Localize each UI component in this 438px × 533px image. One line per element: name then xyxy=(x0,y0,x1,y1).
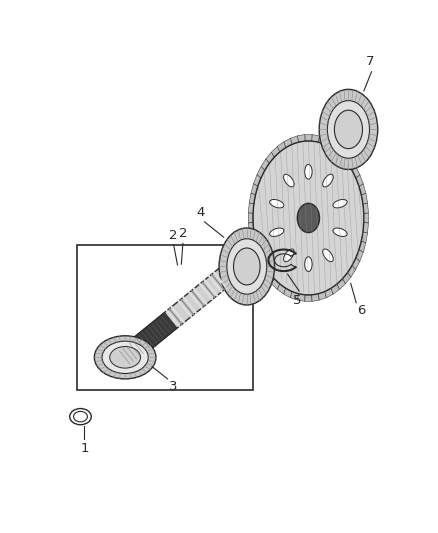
Polygon shape xyxy=(364,213,368,223)
Ellipse shape xyxy=(333,228,347,237)
Ellipse shape xyxy=(323,174,333,187)
Polygon shape xyxy=(337,147,346,157)
Polygon shape xyxy=(251,184,258,195)
Text: 2: 2 xyxy=(170,229,178,242)
Ellipse shape xyxy=(233,248,260,285)
Text: 5: 5 xyxy=(293,294,302,307)
Polygon shape xyxy=(115,312,177,368)
Polygon shape xyxy=(284,138,292,148)
Polygon shape xyxy=(343,152,351,164)
Text: 6: 6 xyxy=(357,304,365,317)
Polygon shape xyxy=(271,279,280,289)
Ellipse shape xyxy=(323,249,333,262)
Ellipse shape xyxy=(283,249,294,262)
Polygon shape xyxy=(249,232,255,243)
Polygon shape xyxy=(312,294,319,301)
Ellipse shape xyxy=(334,110,363,149)
Ellipse shape xyxy=(219,228,275,305)
Polygon shape xyxy=(115,257,245,368)
Ellipse shape xyxy=(327,101,370,158)
Polygon shape xyxy=(248,213,253,223)
Polygon shape xyxy=(305,295,312,301)
Circle shape xyxy=(119,358,124,363)
Polygon shape xyxy=(257,166,265,178)
Polygon shape xyxy=(290,136,298,144)
Ellipse shape xyxy=(333,199,347,208)
Polygon shape xyxy=(352,166,360,178)
Ellipse shape xyxy=(236,255,243,275)
Text: 3: 3 xyxy=(169,381,177,393)
Polygon shape xyxy=(266,152,274,164)
Polygon shape xyxy=(277,142,286,152)
Polygon shape xyxy=(331,284,339,294)
Polygon shape xyxy=(312,134,319,142)
Polygon shape xyxy=(348,159,356,171)
Polygon shape xyxy=(363,203,368,213)
Polygon shape xyxy=(359,184,366,195)
Polygon shape xyxy=(251,241,258,252)
Ellipse shape xyxy=(227,239,267,294)
Ellipse shape xyxy=(110,346,141,368)
Ellipse shape xyxy=(94,336,156,379)
Polygon shape xyxy=(297,294,305,301)
Ellipse shape xyxy=(270,228,284,237)
Polygon shape xyxy=(261,265,269,277)
Ellipse shape xyxy=(270,199,284,208)
Polygon shape xyxy=(318,136,326,144)
Ellipse shape xyxy=(102,341,148,374)
Polygon shape xyxy=(248,203,254,213)
Polygon shape xyxy=(254,175,261,187)
Polygon shape xyxy=(257,258,265,270)
Polygon shape xyxy=(361,193,367,204)
Polygon shape xyxy=(325,288,333,298)
Polygon shape xyxy=(305,134,312,141)
Polygon shape xyxy=(363,223,368,233)
Ellipse shape xyxy=(319,90,378,169)
Text: 1: 1 xyxy=(80,442,88,455)
Polygon shape xyxy=(266,272,274,284)
Polygon shape xyxy=(249,193,255,204)
Polygon shape xyxy=(271,147,280,157)
Polygon shape xyxy=(290,292,298,300)
Polygon shape xyxy=(331,142,339,152)
Ellipse shape xyxy=(253,141,364,295)
Polygon shape xyxy=(352,258,360,270)
Text: 2: 2 xyxy=(179,227,187,240)
Ellipse shape xyxy=(283,174,294,187)
Polygon shape xyxy=(248,223,254,233)
Text: 7: 7 xyxy=(366,55,374,68)
Polygon shape xyxy=(254,249,261,261)
Polygon shape xyxy=(325,138,333,148)
Polygon shape xyxy=(348,265,356,277)
Polygon shape xyxy=(356,249,363,261)
Polygon shape xyxy=(297,134,305,142)
Ellipse shape xyxy=(119,351,124,369)
Polygon shape xyxy=(361,232,367,243)
Polygon shape xyxy=(318,292,326,300)
Ellipse shape xyxy=(305,257,312,271)
Polygon shape xyxy=(277,284,286,294)
Polygon shape xyxy=(359,241,366,252)
Bar xyxy=(78,245,253,390)
Polygon shape xyxy=(337,279,346,289)
Ellipse shape xyxy=(305,164,312,179)
Polygon shape xyxy=(343,272,351,284)
Polygon shape xyxy=(356,175,363,187)
Ellipse shape xyxy=(297,203,319,232)
Polygon shape xyxy=(284,288,292,298)
Text: 4: 4 xyxy=(196,206,205,219)
Polygon shape xyxy=(261,159,269,171)
